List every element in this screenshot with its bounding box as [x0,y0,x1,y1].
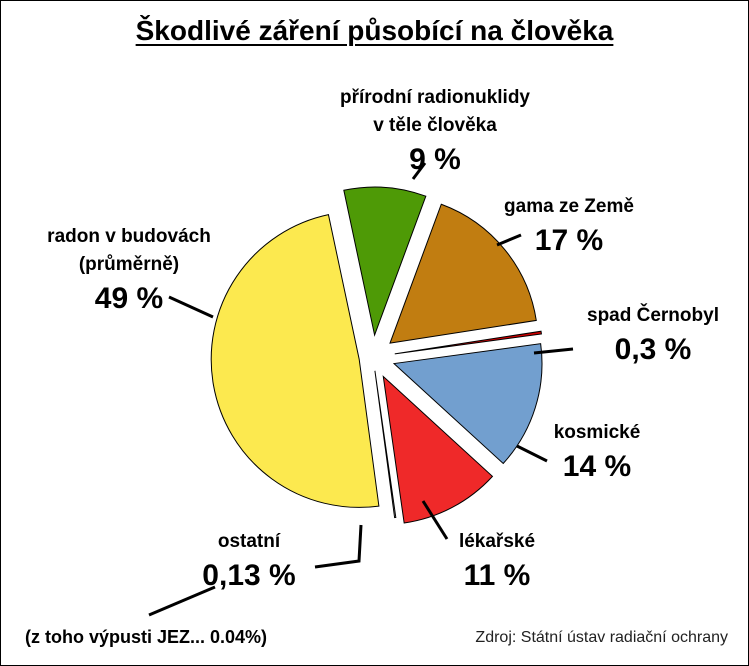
leader-line [314,524,363,569]
source-note: Zdroj: Státní ústav radiační ochrany [475,629,728,646]
slice-name-label: kosmické [554,422,641,443]
slice-value-label: 49 % [95,282,163,315]
pie-slice [374,370,397,519]
slice-name-label: lékařské [459,531,535,552]
pie-slice [210,214,380,508]
slice-name-label: ostatní [218,531,281,552]
slice-name-label: gama ze Země [504,196,634,217]
slice-value-label: 9 % [409,143,461,176]
leader-line [496,233,522,247]
leader-line [516,444,548,463]
leader-line [533,347,574,355]
leader-line [411,162,427,180]
slice-name-label: v těle člověka [373,115,497,136]
pie-slice [389,203,537,344]
slice-value-label: 14 % [563,450,631,483]
slice-name-label: přírodní radionuklidy [340,87,530,108]
slice-name-label: radon v budovách [47,226,211,247]
leader-line [168,295,214,319]
leader-line [421,500,449,540]
slice-value-label: 0,13 % [202,559,295,592]
chart-title: Škodlivé záření působící na člověka [135,15,614,46]
slice-value-label: 11 % [464,559,531,592]
slice-name-label: (průměrně) [79,254,179,275]
slice-note: (z toho výpusti JEZ... 0.04%) [25,627,267,647]
slice-value-label: 17 % [535,224,603,257]
slice-value-label: 0,3 % [615,333,692,366]
note-leader-line [148,585,216,617]
pie-slice [382,375,494,524]
pie-slice [343,186,427,337]
slice-name-label: spad Černobyl [587,304,719,326]
pie-slice [394,330,542,355]
